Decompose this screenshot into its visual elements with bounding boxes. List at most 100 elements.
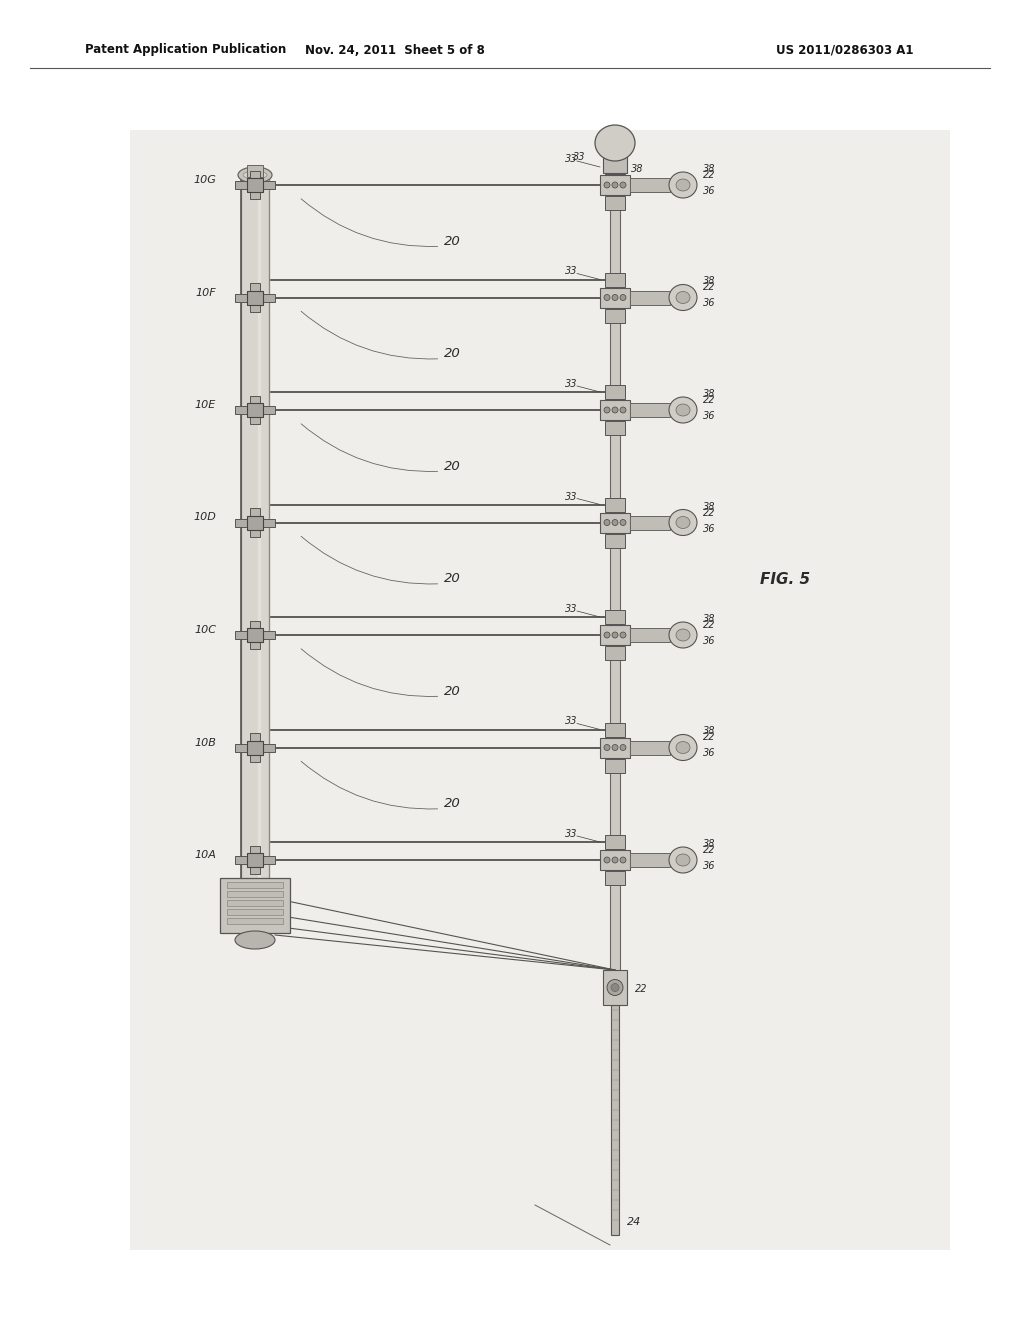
Circle shape (604, 744, 610, 751)
Text: US 2011/0286303 A1: US 2011/0286303 A1 (776, 44, 913, 57)
Bar (600, 400, 630, 420)
Text: 38: 38 (703, 276, 716, 286)
Ellipse shape (676, 292, 690, 304)
Circle shape (612, 520, 618, 525)
Bar (234, 855, 275, 865)
Ellipse shape (234, 931, 275, 949)
Circle shape (620, 407, 626, 413)
Bar (250, 846, 260, 874)
Bar (250, 733, 260, 762)
Text: 33: 33 (564, 154, 577, 164)
Bar (247, 628, 263, 642)
Text: 22: 22 (703, 282, 716, 293)
Bar (603, 970, 627, 1005)
Bar (630, 178, 670, 191)
Text: FIG. 5: FIG. 5 (760, 573, 810, 587)
Ellipse shape (669, 397, 697, 422)
Text: 20: 20 (444, 685, 461, 698)
Circle shape (612, 744, 618, 751)
Bar (250, 170, 260, 199)
Bar (250, 508, 260, 537)
Circle shape (620, 857, 626, 863)
Text: 36: 36 (703, 411, 716, 421)
Bar (605, 160, 625, 174)
Bar (630, 628, 670, 642)
Circle shape (612, 294, 618, 301)
Circle shape (611, 983, 618, 991)
Text: 36: 36 (703, 186, 716, 195)
Bar (234, 519, 275, 527)
Circle shape (604, 632, 610, 638)
Text: 20: 20 (444, 573, 461, 585)
Text: 10C: 10C (194, 624, 216, 635)
Bar (605, 645, 625, 660)
Text: 38: 38 (703, 840, 716, 849)
Bar (600, 738, 630, 758)
Text: 22: 22 (703, 733, 716, 742)
Bar (234, 181, 275, 189)
Bar (600, 176, 630, 195)
Text: 22: 22 (703, 170, 716, 180)
Text: 22: 22 (635, 985, 647, 994)
Bar (630, 290, 670, 305)
Bar (234, 407, 275, 414)
Text: 10F: 10F (196, 288, 216, 297)
Bar (600, 850, 630, 870)
Text: 20: 20 (444, 347, 461, 360)
Ellipse shape (595, 125, 635, 161)
Text: 33: 33 (573, 152, 586, 162)
Bar (630, 741, 670, 755)
Circle shape (620, 182, 626, 187)
Text: 20: 20 (444, 797, 461, 810)
Bar (227, 917, 283, 924)
Bar (250, 282, 260, 312)
Bar (227, 900, 283, 906)
Bar (234, 631, 275, 639)
Text: Nov. 24, 2011  Sheet 5 of 8: Nov. 24, 2011 Sheet 5 of 8 (305, 44, 485, 57)
Ellipse shape (669, 285, 697, 310)
Bar (250, 620, 260, 649)
Text: 10G: 10G (194, 176, 216, 185)
Bar (130, 129, 950, 1250)
Circle shape (620, 294, 626, 301)
Bar (247, 290, 263, 305)
Text: 38: 38 (703, 502, 716, 511)
Ellipse shape (676, 630, 690, 642)
Bar (630, 403, 670, 417)
Ellipse shape (669, 847, 697, 873)
Text: 10E: 10E (195, 400, 216, 411)
Bar (611, 1005, 618, 1236)
Bar (600, 512, 630, 532)
Bar (605, 610, 625, 624)
Text: 36: 36 (703, 861, 716, 871)
Bar (247, 853, 263, 867)
Text: 33: 33 (564, 717, 577, 726)
Text: 24: 24 (627, 1217, 641, 1228)
Bar (227, 891, 283, 898)
Text: 10B: 10B (195, 738, 216, 747)
Text: 38: 38 (703, 164, 716, 174)
Bar (247, 516, 263, 529)
Text: 10D: 10D (194, 512, 216, 523)
Circle shape (604, 407, 610, 413)
Ellipse shape (238, 168, 272, 183)
Bar (247, 165, 263, 177)
Text: 38: 38 (703, 389, 716, 399)
Text: 38: 38 (631, 164, 643, 174)
Text: 38: 38 (703, 726, 716, 737)
Bar (603, 154, 627, 173)
Text: 20: 20 (444, 459, 461, 473)
Circle shape (612, 182, 618, 187)
Circle shape (604, 857, 610, 863)
Text: 36: 36 (703, 636, 716, 645)
Bar (605, 498, 625, 511)
Circle shape (620, 632, 626, 638)
Circle shape (604, 520, 610, 525)
Text: 22: 22 (703, 845, 716, 855)
Text: 20: 20 (444, 235, 461, 248)
Bar (247, 178, 263, 191)
Bar (605, 871, 625, 884)
Bar (605, 385, 625, 399)
Bar (610, 160, 620, 995)
Circle shape (604, 294, 610, 301)
